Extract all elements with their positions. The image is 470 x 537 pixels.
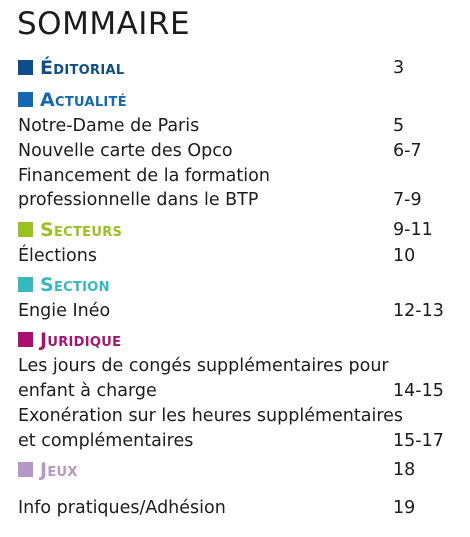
entry-label: Financement de la formation [18,166,270,186]
page-number: 3 [393,58,405,78]
entry-label: Info pratiques/Adhésion [18,498,226,518]
section-square-icon [18,277,33,292]
section-square-icon [18,92,33,107]
section-label: Juridique [18,328,121,352]
entry-label: Élections [18,246,97,266]
page-number: 7-9 [393,190,422,210]
section-title: Section [40,274,110,296]
section-label: Jeux [18,458,78,482]
entry-label: professionnelle dans le BTP [18,190,259,210]
section-label: Secteurs [18,218,122,242]
section-square-icon [18,332,33,347]
page-number: 10 [393,246,416,266]
page-number: 14-15 [393,381,444,401]
entry-label: Nouvelle carte des Opco [18,141,233,161]
entry-label: Exonération sur les heures supplémentair… [18,406,404,426]
page-number: 15-17 [393,431,444,451]
entry-label: et complémentaires [18,431,194,451]
section-label: Section [18,273,110,297]
section-square-icon [18,60,33,75]
section-title: Secteurs [40,219,123,241]
section-square-icon [18,462,33,477]
section-square-icon [18,222,33,237]
page-number: 12-13 [393,301,444,321]
page-number: 19 [393,498,416,518]
page-number: 5 [393,116,405,136]
page-title: SOMMAIRE [17,6,191,42]
page-number: 9-11 [393,220,433,240]
section-label: Actualité [18,88,127,112]
entry-label: enfant à charge [18,381,157,401]
section-title: Actualité [40,89,127,111]
section-title: Jeux [40,459,78,481]
page-number: 6-7 [393,141,422,161]
entry-label: Notre-Dame de Paris [18,116,200,136]
section-title: Éditorial [40,57,125,79]
entry-label: Les jours de congés supplémentaires pour [18,356,389,376]
section-title: Juridique [40,329,122,351]
entry-label: Engie Inéo [18,301,111,321]
page-number: 18 [393,460,416,480]
section-label: Éditorial [18,56,124,80]
